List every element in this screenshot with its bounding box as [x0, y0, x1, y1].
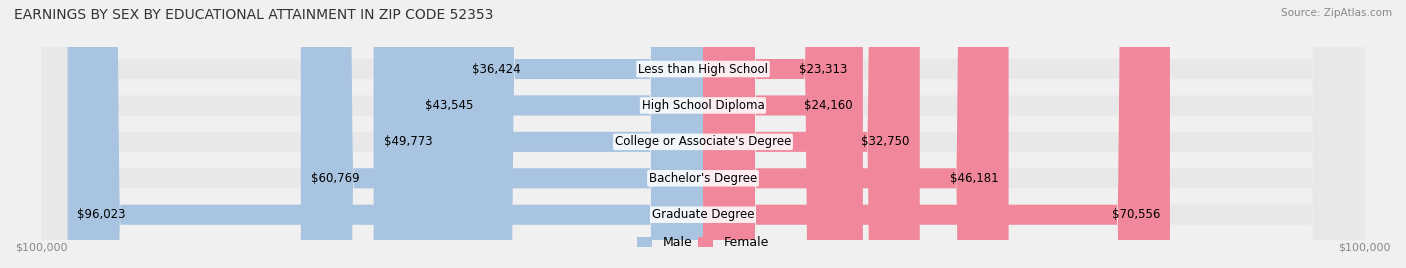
FancyBboxPatch shape [703, 0, 920, 268]
Text: $96,023: $96,023 [77, 208, 127, 221]
FancyBboxPatch shape [703, 0, 1170, 268]
Text: Less than High School: Less than High School [638, 62, 768, 76]
FancyBboxPatch shape [301, 0, 703, 268]
Text: $70,556: $70,556 [1112, 208, 1160, 221]
FancyBboxPatch shape [41, 0, 1365, 268]
Text: $23,313: $23,313 [799, 62, 848, 76]
Text: Source: ZipAtlas.com: Source: ZipAtlas.com [1281, 8, 1392, 18]
FancyBboxPatch shape [703, 0, 858, 268]
Text: $24,160: $24,160 [804, 99, 853, 112]
FancyBboxPatch shape [67, 0, 703, 268]
FancyBboxPatch shape [415, 0, 703, 268]
FancyBboxPatch shape [374, 0, 703, 268]
FancyBboxPatch shape [41, 0, 1365, 268]
Text: High School Diploma: High School Diploma [641, 99, 765, 112]
Text: $49,773: $49,773 [384, 135, 432, 148]
FancyBboxPatch shape [41, 0, 1365, 268]
Text: $32,750: $32,750 [862, 135, 910, 148]
FancyBboxPatch shape [703, 0, 863, 268]
Text: Bachelor's Degree: Bachelor's Degree [650, 172, 756, 185]
FancyBboxPatch shape [463, 0, 703, 268]
Text: $36,424: $36,424 [472, 62, 520, 76]
Legend: Male, Female: Male, Female [637, 236, 769, 250]
Text: Graduate Degree: Graduate Degree [652, 208, 754, 221]
Text: $46,181: $46,181 [950, 172, 998, 185]
Text: $43,545: $43,545 [425, 99, 474, 112]
FancyBboxPatch shape [703, 0, 1008, 268]
Text: College or Associate's Degree: College or Associate's Degree [614, 135, 792, 148]
Text: $60,769: $60,769 [311, 172, 360, 185]
FancyBboxPatch shape [41, 0, 1365, 268]
Text: EARNINGS BY SEX BY EDUCATIONAL ATTAINMENT IN ZIP CODE 52353: EARNINGS BY SEX BY EDUCATIONAL ATTAINMEN… [14, 8, 494, 22]
FancyBboxPatch shape [41, 0, 1365, 268]
